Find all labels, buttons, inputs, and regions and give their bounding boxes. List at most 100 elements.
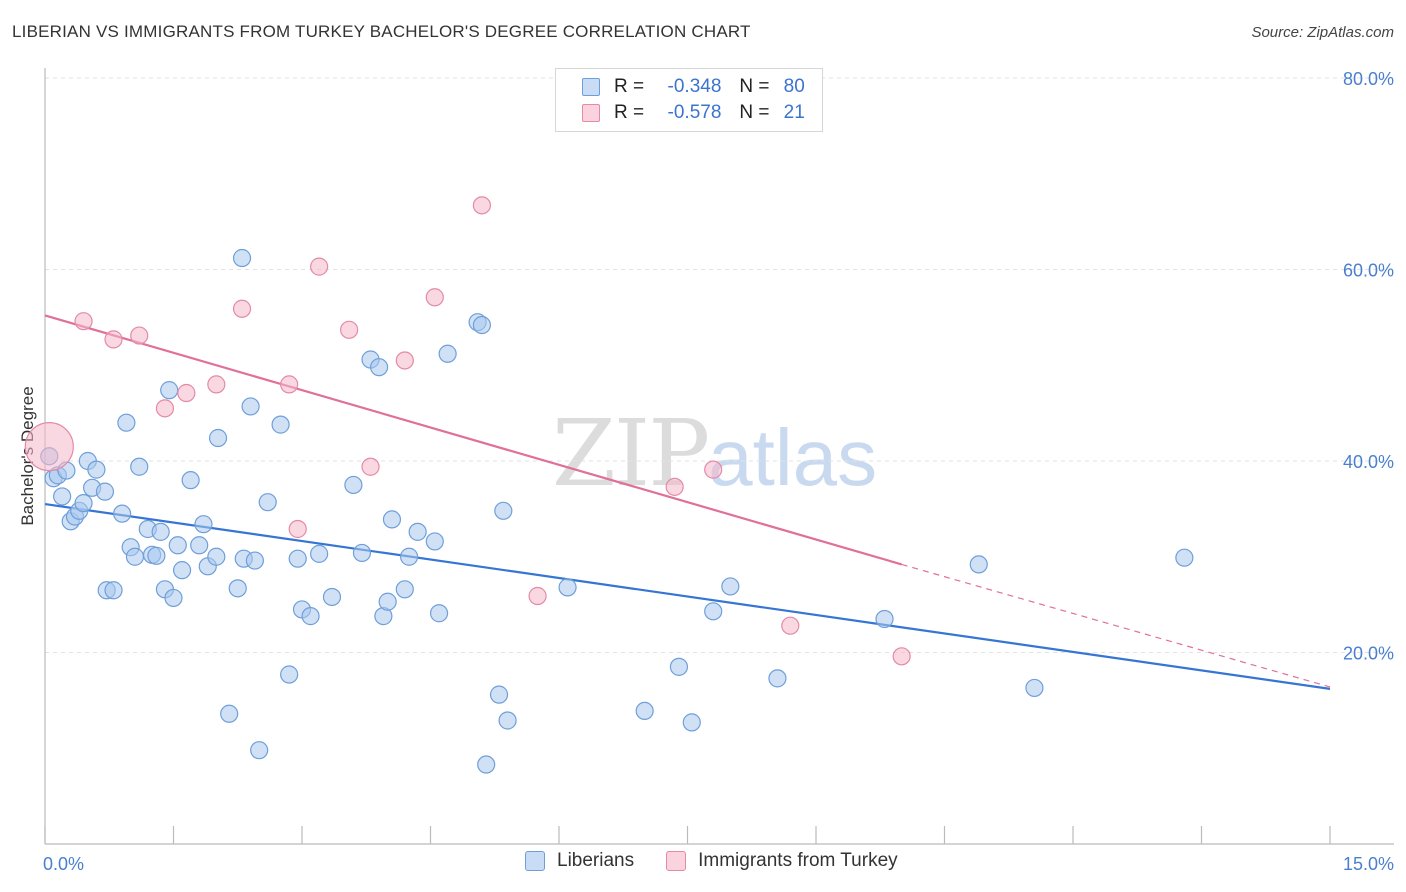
legend-label-turkey: Immigrants from Turkey — [698, 850, 898, 871]
point-turkey — [425, 288, 444, 307]
data-points — [24, 196, 1194, 774]
trend-lines — [44, 314, 1331, 690]
point-turkey — [74, 312, 93, 331]
point-liberians — [352, 543, 372, 563]
point-liberians — [310, 544, 329, 563]
point-liberians — [160, 381, 179, 400]
point-liberians — [370, 358, 389, 377]
point-liberians — [147, 546, 166, 565]
point-turkey — [232, 299, 252, 318]
point-liberians — [395, 580, 414, 599]
legend-item-liberians: Liberians — [525, 850, 634, 872]
point-liberians — [498, 711, 517, 730]
legend-item-turkey: Immigrants from Turkey — [666, 850, 898, 872]
point-liberians — [669, 657, 689, 676]
stats-n-label: N = — [739, 76, 770, 97]
point-liberians — [164, 588, 183, 608]
point-liberians — [425, 532, 444, 551]
point-liberians — [875, 609, 894, 629]
point-turkey — [177, 383, 196, 403]
point-liberians — [558, 578, 577, 597]
point-liberians — [220, 704, 239, 723]
point-liberians — [399, 547, 419, 566]
point-liberians — [288, 549, 307, 568]
point-liberians — [95, 482, 115, 501]
point-liberians — [408, 522, 427, 541]
point-turkey — [361, 457, 380, 476]
stats-r-value: -0.348 — [667, 76, 722, 97]
point-liberians — [438, 344, 457, 363]
point-turkey — [665, 477, 684, 496]
stats-swatch-liberians — [582, 78, 600, 96]
stats-r-value: -0.578 — [667, 102, 722, 123]
point-liberians — [271, 415, 290, 434]
trend-extension-turkey — [901, 563, 1331, 688]
stats-n-label: N = — [739, 102, 770, 123]
point-liberians — [53, 487, 72, 506]
point-liberians — [130, 457, 149, 476]
point-liberians — [635, 701, 654, 721]
point-liberians — [429, 604, 449, 623]
point-liberians — [190, 536, 209, 555]
chart-source: Source: ZipAtlas.com — [1251, 24, 1394, 41]
point-liberians — [241, 397, 260, 416]
stats-r-label: R = — [614, 102, 645, 123]
point-turkey — [472, 196, 491, 215]
point-turkey — [288, 519, 307, 539]
bottom-legend: Liberians Immigrants from Turkey — [525, 850, 930, 872]
point-liberians — [721, 577, 740, 596]
point-liberians — [117, 413, 136, 432]
watermark: ZIPatlas — [552, 400, 877, 507]
point-liberians — [477, 755, 496, 774]
stats-row-turkey: R = -0.578 N = 21 — [582, 101, 805, 125]
point-liberians — [151, 522, 170, 541]
trend-line-turkey — [44, 314, 902, 566]
point-liberians — [768, 669, 787, 688]
point-turkey — [207, 375, 226, 394]
y-tick-label: 60.0% — [1343, 261, 1394, 281]
point-liberians — [112, 504, 132, 523]
point-liberians — [250, 741, 269, 760]
point-turkey — [892, 647, 911, 666]
point-liberians — [258, 493, 277, 512]
stats-n-value: 80 — [783, 76, 805, 97]
y-tick-label: 80.0% — [1343, 69, 1394, 89]
point-liberians — [194, 515, 213, 534]
stats-row-liberians: R = -0.348 N = 80 — [582, 75, 805, 99]
point-turkey — [781, 616, 800, 635]
legend-label-liberians: Liberians — [557, 850, 635, 871]
point-liberians — [969, 555, 988, 574]
point-liberians — [280, 665, 299, 684]
point-liberians — [472, 315, 491, 335]
point-liberians — [322, 587, 342, 607]
point-turkey — [104, 330, 123, 349]
point-liberians — [232, 248, 252, 268]
point-liberians — [181, 471, 200, 490]
chart-title: LIBERIAN VS IMMIGRANTS FROM TURKEY BACHE… — [12, 22, 751, 41]
point-liberians — [1025, 678, 1044, 698]
point-liberians — [378, 592, 397, 611]
point-liberians — [489, 685, 509, 704]
point-turkey — [528, 586, 547, 606]
point-turkey — [704, 460, 723, 479]
axes — [44, 68, 1394, 845]
tick-labels: 20.0% 40.0% 60.0% 80.0% 0.0% 15.0% — [43, 69, 1394, 874]
point-liberians — [228, 579, 247, 598]
stats-n-value: 21 — [783, 102, 805, 123]
point-liberians — [104, 581, 123, 600]
point-liberians — [494, 501, 513, 520]
point-turkey — [155, 399, 175, 418]
watermark-zip: ZIP — [552, 400, 710, 507]
point-liberians — [245, 551, 264, 570]
point-liberians — [382, 510, 402, 529]
point-turkey — [130, 326, 149, 345]
point-liberians — [704, 602, 723, 621]
legend-swatch-liberians — [525, 851, 545, 871]
point-turkey — [395, 351, 414, 370]
point-liberians — [682, 713, 701, 732]
y-tick-label: 40.0% — [1343, 452, 1394, 472]
x-tick-label: 15.0% — [1343, 854, 1394, 874]
trend-line-liberians — [44, 502, 1331, 690]
point-liberians — [344, 475, 363, 495]
